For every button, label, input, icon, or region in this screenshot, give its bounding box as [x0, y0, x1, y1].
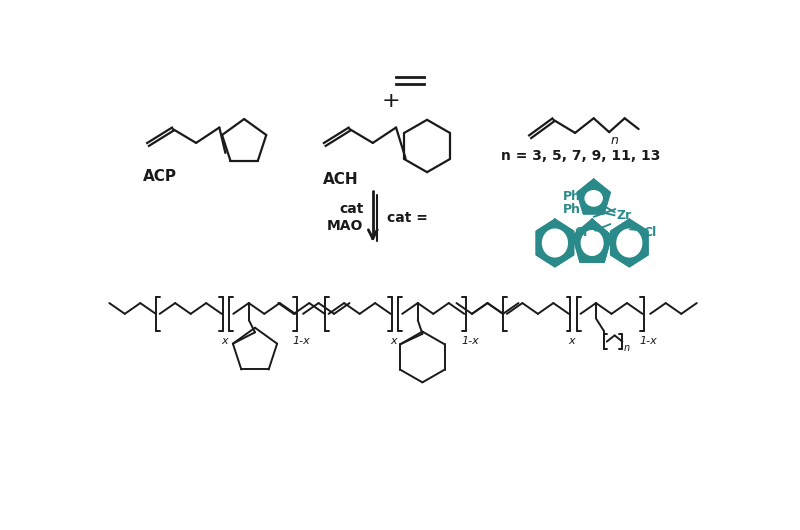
Text: +: +	[382, 91, 400, 111]
Polygon shape	[537, 220, 573, 266]
Text: Zr: Zr	[617, 209, 632, 222]
Ellipse shape	[542, 229, 567, 257]
Text: Cl: Cl	[574, 226, 587, 238]
Polygon shape	[574, 220, 611, 262]
Text: n: n	[624, 343, 630, 353]
Ellipse shape	[617, 229, 642, 257]
Text: ACP: ACP	[142, 169, 177, 184]
Text: n = 3, 5, 7, 9, 11, 13: n = 3, 5, 7, 9, 11, 13	[501, 149, 660, 163]
Text: Ph: Ph	[563, 190, 582, 204]
Ellipse shape	[582, 231, 603, 255]
Text: x: x	[569, 336, 575, 346]
Text: 1-x: 1-x	[462, 336, 479, 346]
Text: 1-x: 1-x	[640, 336, 658, 346]
Text: cat
MAO: cat MAO	[327, 202, 363, 233]
Text: cat =: cat =	[386, 210, 428, 225]
Polygon shape	[611, 220, 647, 266]
Text: Ph: Ph	[563, 202, 582, 216]
Ellipse shape	[585, 191, 602, 206]
Text: n: n	[610, 134, 618, 147]
Text: x: x	[222, 336, 228, 346]
Text: 1-x: 1-x	[293, 336, 310, 346]
Text: Cl: Cl	[643, 226, 657, 238]
Polygon shape	[578, 180, 610, 213]
Text: ACH: ACH	[322, 172, 358, 188]
Text: x: x	[390, 336, 397, 346]
